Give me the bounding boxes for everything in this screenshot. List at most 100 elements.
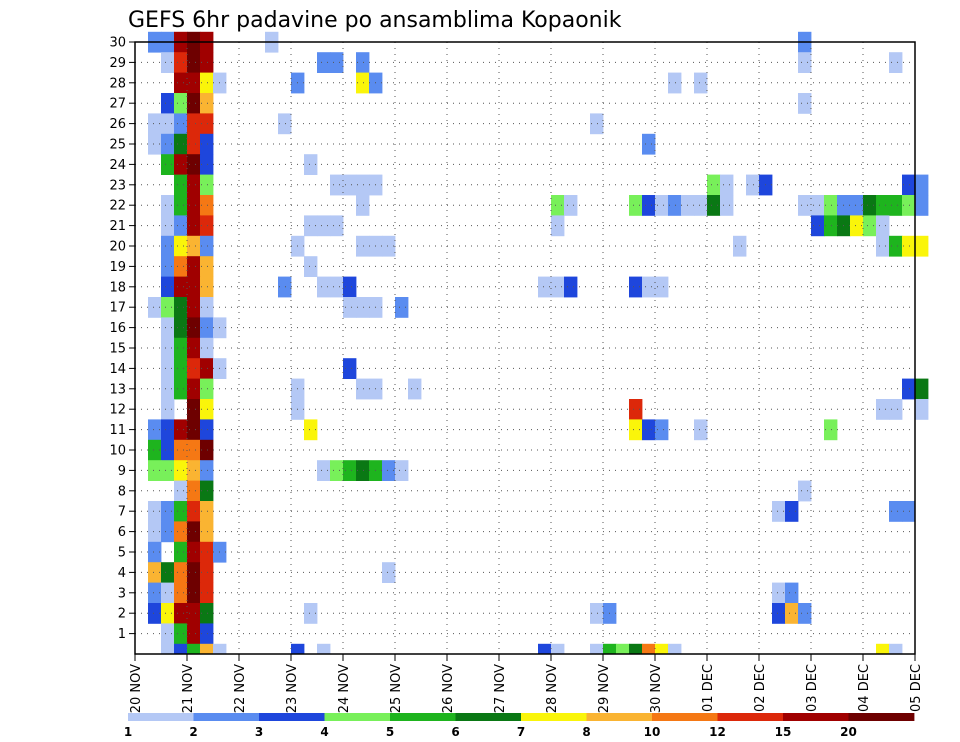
- heatmap-cell: [200, 582, 214, 604]
- heatmap-cell: [200, 256, 214, 277]
- y-tick-label: 15: [109, 342, 126, 357]
- heatmap-cell: [200, 419, 214, 441]
- y-tick-label: 20: [109, 240, 126, 255]
- heatmap-cell: [187, 256, 201, 277]
- heatmap-cell: [200, 154, 214, 175]
- colorbar-label: 1: [124, 725, 132, 739]
- heatmap-cell: [915, 235, 929, 257]
- heatmap-cell: [174, 52, 188, 73]
- y-tick-label: 3: [118, 586, 126, 601]
- heatmap-cell: [161, 623, 175, 645]
- heatmap-cell: [655, 276, 669, 298]
- heatmap-cell: [187, 521, 201, 543]
- y-tick-label: 4: [118, 566, 126, 581]
- heatmap-cell: [174, 276, 188, 298]
- heatmap-cell: [343, 174, 357, 196]
- y-tick-label: 2: [118, 607, 126, 622]
- heatmap-cell: [200, 643, 214, 655]
- y-tick-label: 10: [109, 444, 126, 459]
- heatmap-cell: [317, 643, 331, 655]
- heatmap-cell: [408, 378, 422, 400]
- colorbar-swatch: [390, 713, 456, 721]
- heatmap-cell: [811, 195, 825, 216]
- heatmap-cell: [876, 195, 890, 216]
- heatmap-cell: [187, 439, 201, 461]
- heatmap-cell: [798, 480, 812, 502]
- heatmap-cell: [174, 113, 188, 135]
- heatmap-cell: [876, 235, 890, 257]
- heatmap-cell: [200, 623, 214, 645]
- x-tick-label: 25 NOV: [389, 664, 404, 713]
- heatmap-cell: [148, 113, 162, 135]
- heatmap-cell: [174, 215, 188, 237]
- heatmap-cell: [200, 501, 214, 522]
- heatmap-cell: [278, 113, 292, 135]
- heatmap-cell: [889, 501, 903, 522]
- y-tick-label: 16: [109, 321, 126, 336]
- y-tick-label: 1: [118, 627, 126, 642]
- heatmap-cell: [629, 643, 643, 655]
- colorbar-swatch: [848, 713, 915, 721]
- colorbar: 1 2 3 4 5 6 7 8 10 12 15 20: [124, 713, 915, 739]
- heatmap-cell: [200, 317, 214, 339]
- heatmap-cell: [200, 603, 214, 624]
- heatmap-cell: [668, 72, 682, 94]
- heatmap-cell: [772, 603, 786, 624]
- heatmap-cell: [811, 215, 825, 237]
- y-tick-label: 9: [118, 464, 126, 479]
- colorbar-label: 20: [840, 725, 857, 739]
- heatmap-cell: [187, 460, 201, 481]
- heatmap-cell: [863, 195, 877, 216]
- heatmap-cell: [590, 603, 604, 624]
- colorbar-label: 8: [582, 725, 590, 739]
- heatmap-cell: [356, 195, 370, 216]
- heatmap-cell: [187, 317, 201, 339]
- heatmap-cell: [304, 603, 318, 624]
- x-tick-label: 21 NOV: [181, 664, 196, 713]
- heatmap-cell: [161, 460, 175, 481]
- heatmap-cell: [889, 399, 903, 420]
- x-tick-label: 27 NOV: [493, 664, 508, 713]
- heatmap-cell: [655, 419, 669, 441]
- heatmap-cell: [200, 399, 214, 420]
- colorbar-swatch: [586, 713, 653, 721]
- heatmap-cell: [200, 378, 214, 400]
- heatmap-cell: [642, 276, 656, 298]
- heatmap-cell: [772, 501, 786, 522]
- heatmap-cell: [161, 439, 175, 461]
- x-tick-label: 05 DEC: [909, 664, 924, 712]
- heatmap-cell: [187, 378, 201, 400]
- colorbar-swatch: [455, 713, 522, 721]
- heatmap-cell: [694, 72, 708, 94]
- dotted-grid: [135, 42, 915, 654]
- heatmap-cell: [590, 643, 604, 655]
- heatmap-cell: [174, 623, 188, 645]
- heatmap-cell: [187, 174, 201, 196]
- heatmap-cell: [824, 195, 838, 216]
- heatmap-cell: [187, 52, 201, 73]
- heatmap-cell: [200, 439, 214, 461]
- heatmap-cell: [720, 174, 734, 196]
- heatmap-cell: [356, 235, 370, 257]
- heatmap-cell: [187, 154, 201, 175]
- x-tick-label: 22 NOV: [233, 664, 248, 713]
- heatmap-cell: [200, 460, 214, 481]
- heatmap-cell: [915, 174, 929, 196]
- heatmap-cell: [187, 113, 201, 135]
- heatmap-cell: [148, 521, 162, 543]
- heatmap-cell: [707, 195, 721, 216]
- heatmap-cell: [642, 195, 656, 216]
- y-tick-label: 25: [109, 138, 126, 153]
- heatmap-cell: [382, 562, 396, 583]
- heatmap-cell: [161, 378, 175, 400]
- heatmap-cell: [343, 460, 357, 481]
- heatmap-cell: [785, 501, 799, 522]
- heatmap-cell: [629, 276, 643, 298]
- heatmap-cell: [629, 195, 643, 216]
- heatmap-cell: [187, 235, 201, 257]
- colorbar-label: 15: [775, 725, 792, 739]
- heatmap-cell: [174, 562, 188, 583]
- x-tick-label: 26 NOV: [441, 664, 456, 713]
- x-tick-label: 23 NOV: [285, 664, 300, 713]
- heatmap-cell: [174, 643, 188, 655]
